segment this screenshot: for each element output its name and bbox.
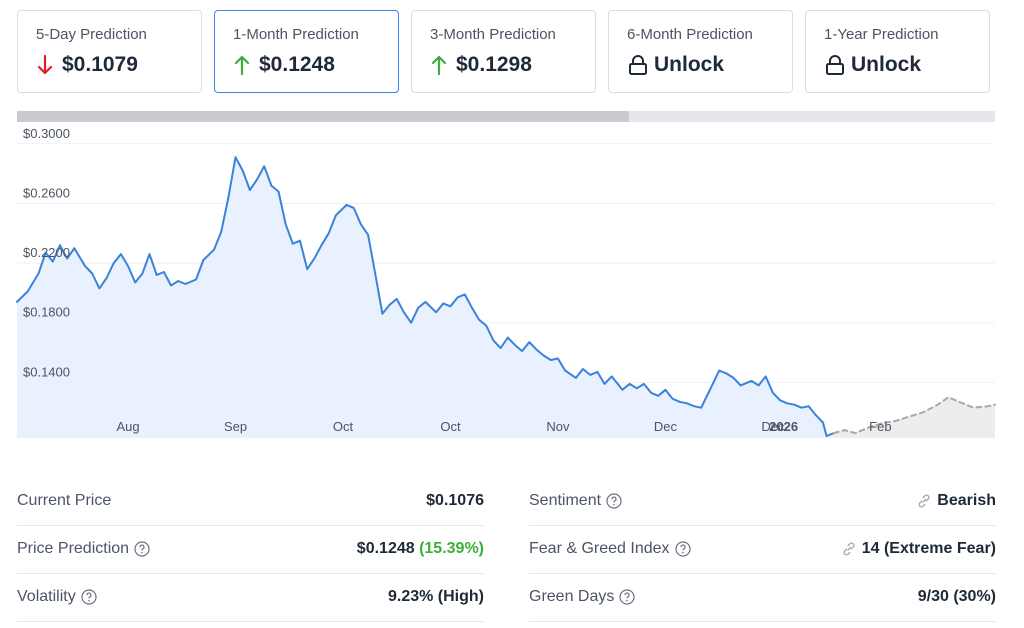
card-value: $0.1079 [62,53,138,76]
help-icon[interactable] [619,589,635,605]
stat-row-green-days: Green Days 9/30 (30%) [529,574,996,622]
range-scrollbar-thumb[interactable] [17,111,630,122]
card-title: 3-Month Prediction [430,26,556,43]
stat-label: Price Prediction [17,540,130,557]
arrow-down-icon [36,54,54,76]
y-tick-label: $0.2200 [23,245,70,260]
y-axis-ticks: $0.3000 $0.2600 $0.2200 $0.1800 $0.1400 [23,128,70,379]
x-tick-label: Nov [546,419,570,434]
stat-label: Volatility [17,588,76,605]
x-tick-label: Feb [869,419,891,434]
help-icon[interactable] [134,541,150,557]
card-1-year-prediction[interactable]: 1-Year Prediction Unlock [805,10,990,93]
stat-value: Bearish [937,492,996,509]
y-tick-label: $0.2600 [23,185,70,200]
help-icon[interactable] [606,493,622,509]
help-icon[interactable] [81,589,97,605]
lock-icon [627,54,649,76]
card-title: 5-Day Prediction [36,26,147,43]
x-tick-label: 2026 [769,419,798,434]
stat-row-sentiment: Sentiment Bearish [529,478,996,526]
card-title: 1-Month Prediction [233,26,359,43]
y-tick-label: $0.1800 [23,305,70,320]
forecast-price-line [832,396,996,435]
forecast-area [833,397,995,438]
stat-label: Green Days [529,588,615,605]
stat-row-volatility: Volatility 9.23% (High) [17,574,484,622]
card-3-month-prediction[interactable]: 3-Month Prediction $0.1298 [411,10,596,93]
x-tick-label: Oct [333,419,354,434]
x-tick-label: Dec [761,419,785,434]
arrow-up-icon [233,54,251,76]
stats-right: Sentiment Bearish Fear & Greed Index 14 … [529,478,996,622]
stat-row-fear-greed: Fear & Greed Index 14 (Extreme Fear) [529,526,996,574]
link-icon [916,493,932,509]
arrow-up-icon [430,54,448,76]
stat-label: Fear & Greed Index [529,540,670,557]
stat-change: (15.39%) [419,540,484,557]
x-tick-label: Aug [116,419,139,434]
chart-lines [16,156,996,438]
card-title: 6-Month Prediction [627,26,753,43]
stats-left: Current Price $0.1076 Price Prediction $… [17,478,484,622]
unlock-label: Unlock [851,53,922,76]
y-tick-label: $0.3000 [23,128,70,141]
x-tick-label: Dec [654,419,678,434]
chart-areas [17,157,995,438]
range-scrollbar[interactable] [17,111,995,122]
unlock-label: Unlock [654,53,725,76]
card-value: $0.1248 [259,53,335,76]
x-tick-label: Oct [440,419,461,434]
stat-value: 14 (Extreme Fear) [861,540,996,557]
card-1-month-prediction[interactable]: 1-Month Prediction $0.1248 [214,10,399,93]
card-value: $0.1298 [456,53,532,76]
stat-value: $0.1076 [426,492,484,509]
historical-area [17,157,834,438]
stat-label: Current Price [17,492,112,509]
x-tick-label: Sep [224,419,247,434]
price-chart-svg: $0.3000 $0.2600 $0.2200 $0.1800 $0.1400 Aug S… [16,128,996,438]
price-chart: $0.3000 $0.2600 $0.2200 $0.1800 $0.1400 Aug S… [0,128,1024,446]
stat-label: Sentiment [529,492,602,509]
stat-row-current-price: Current Price $0.1076 [17,478,484,526]
card-6-month-prediction[interactable]: 6-Month Prediction Unlock [608,10,793,93]
stat-value: 9.23% (High) [387,588,484,605]
historical-price-line [16,156,835,438]
lock-icon [824,54,846,76]
y-tick-label: $0.1400 [23,364,70,379]
card-5-day-prediction[interactable]: 5-Day Prediction $0.1079 [17,10,202,93]
stat-value: 9/30 (30%) [917,588,996,605]
fear-greed-link[interactable]: 14 (Extreme Fear) [841,540,996,558]
stat-row-price-prediction: Price Prediction $0.1248 (15.39%) [17,526,484,574]
help-icon[interactable] [674,541,691,557]
link-icon [841,541,857,557]
prediction-cards: 5-Day Prediction $0.1079 1-Month Predict… [17,10,990,93]
card-title: 1-Year Prediction [824,26,939,43]
stat-value: $0.1248 [356,540,420,557]
sentiment-link[interactable]: Bearish [916,492,996,510]
